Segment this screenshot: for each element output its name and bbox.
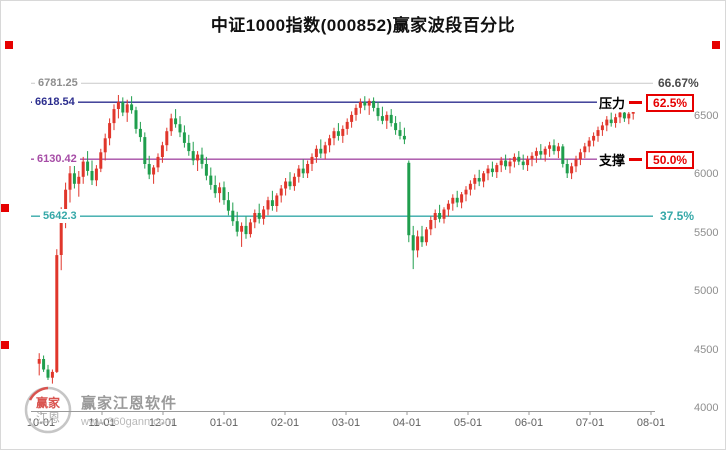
support-label-row: 支撑 50.0% [597, 150, 697, 169]
tool-handle-marker[interactable] [1, 341, 9, 349]
support-price-label: 6130.42 [34, 152, 80, 166]
watermark-url: www.360gann.com [81, 416, 174, 428]
level-375-price-label: 5642.3 [40, 209, 80, 223]
svg-text:江恩: 江恩 [36, 411, 60, 425]
resistance-price-label: 6618.54 [32, 95, 78, 109]
support-label: 支撑 [599, 153, 626, 168]
candlestick-series [37, 95, 635, 384]
resistance-pct-badge[interactable]: 62.5% [646, 93, 695, 112]
tool-handle-marker[interactable] [1, 204, 9, 212]
svg-text:赢家: 赢家 [36, 395, 61, 410]
x-axis-label: 01-01 [209, 417, 239, 429]
x-axis-label: 04-01 [392, 417, 422, 429]
watermark: 赢家 江恩 赢家江恩软件 www.360gann.com [23, 385, 177, 435]
y-axis-label: 6000 [694, 168, 719, 181]
level-6667-price-label: 6781.25 [35, 76, 81, 90]
y-axis-label: 4500 [694, 343, 719, 356]
support-pct-badge[interactable]: 50.0% [646, 150, 695, 169]
watermark-name: 赢家江恩软件 [81, 395, 178, 412]
tool-handle-marker[interactable] [712, 41, 720, 49]
y-axis-label: 5000 [694, 285, 719, 298]
page-title: 中证1000指数(000852)赢家波段百分比 [210, 16, 516, 35]
resistance-label-row: 压力 62.5% [597, 93, 697, 112]
watermark-logo: 赢家 江恩 [24, 386, 72, 434]
x-axis-label: 07-01 [575, 417, 605, 429]
support-dash-icon [629, 158, 643, 161]
x-axis-label: 03-01 [331, 417, 361, 429]
y-axis-label: 5500 [694, 226, 719, 239]
x-axis-label: 06-01 [514, 417, 544, 429]
level-6667-pct-label: 66.67% [658, 76, 699, 90]
x-axis-label: 12-01 [148, 417, 178, 429]
x-axis-label: 05-01 [453, 417, 483, 429]
y-axis-label: 4000 [694, 402, 719, 415]
resistance-label: 压力 [599, 96, 626, 111]
y-axis-label: 6500 [694, 110, 719, 123]
level-375-pct-label: 37.5% [660, 209, 695, 223]
tool-handle-marker[interactable] [5, 41, 13, 49]
x-axis-label: 02-01 [270, 417, 300, 429]
x-axis-label: 11-01 [88, 417, 116, 429]
resistance-dash-icon [629, 101, 643, 104]
x-axis-label: 08-01 [636, 417, 666, 429]
x-axis-ticks [40, 411, 652, 415]
